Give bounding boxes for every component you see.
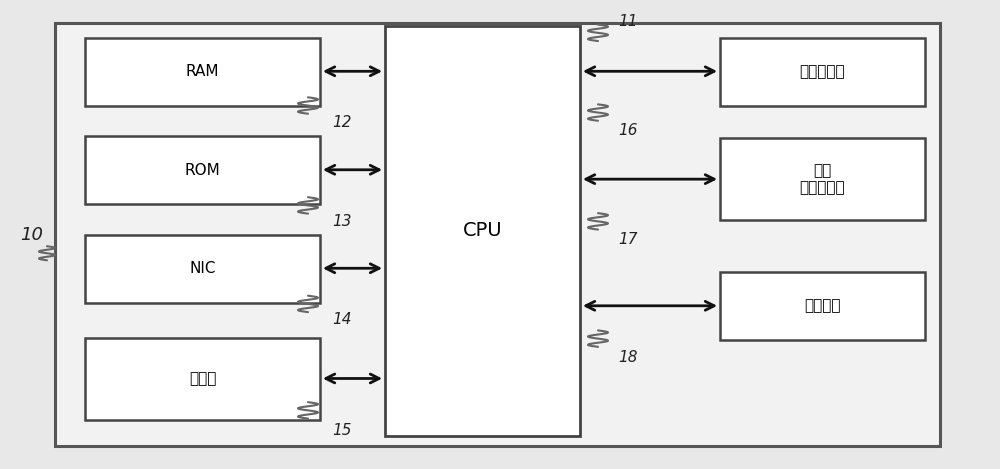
Text: 操作面板: 操作面板 (804, 299, 841, 313)
Text: 17: 17 (618, 232, 638, 247)
Text: ROM: ROM (185, 163, 220, 177)
Bar (55, 23, 940, 446)
Text: 11: 11 (618, 14, 638, 29)
Bar (720, 272, 925, 340)
Bar (720, 38, 925, 106)
Text: 14: 14 (332, 312, 352, 327)
Bar (720, 138, 925, 220)
Text: NIC: NIC (189, 261, 216, 276)
Text: 13: 13 (332, 214, 352, 229)
Text: 15: 15 (332, 423, 352, 438)
Text: 16: 16 (618, 123, 638, 138)
Text: 10: 10 (20, 226, 43, 243)
Text: 存储器: 存储器 (189, 371, 216, 386)
Bar (85, 338, 320, 420)
Text: 图像扫描器: 图像扫描器 (800, 64, 845, 79)
Bar (85, 234, 320, 303)
Text: 传真
调制解调器: 传真 调制解调器 (800, 163, 845, 196)
Bar (85, 38, 320, 106)
Text: RAM: RAM (186, 64, 219, 79)
Bar (385, 26, 580, 436)
Text: 12: 12 (332, 115, 352, 130)
Bar (85, 136, 320, 204)
Text: CPU: CPU (463, 221, 502, 241)
Text: 18: 18 (618, 350, 638, 365)
